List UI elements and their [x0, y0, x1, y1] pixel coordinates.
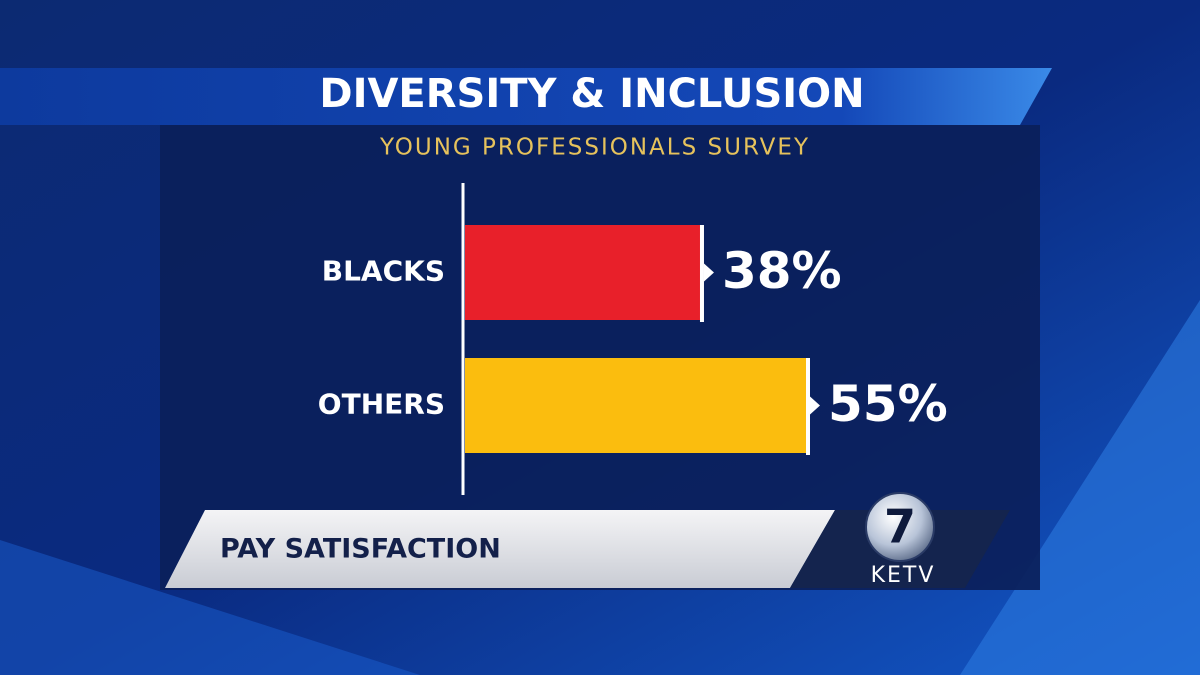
- lower-third-text: PAY SATISFACTION: [220, 534, 501, 565]
- bar: [465, 358, 808, 453]
- pointer: [810, 396, 820, 415]
- pointer: [703, 263, 714, 282]
- value-label: 38%: [722, 242, 842, 300]
- chart-title: DIVERSITY & INCLUSION: [319, 71, 864, 117]
- background-accent: [0, 540, 420, 675]
- title-band: [0, 68, 1052, 125]
- bar: [465, 225, 702, 320]
- logo-circle: [865, 492, 935, 562]
- lower-third: [165, 510, 835, 588]
- logo-station: KETV: [871, 563, 936, 588]
- value-label: 55%: [828, 375, 948, 433]
- logo-number: 7: [884, 500, 916, 554]
- chart-subtitle: YOUNG PROFESSIONALS SURVEY: [379, 135, 810, 161]
- bars: BLACKS 38% OTHERS 55%: [318, 225, 948, 455]
- category-label: OTHERS: [318, 388, 445, 421]
- category-label: BLACKS: [322, 255, 445, 288]
